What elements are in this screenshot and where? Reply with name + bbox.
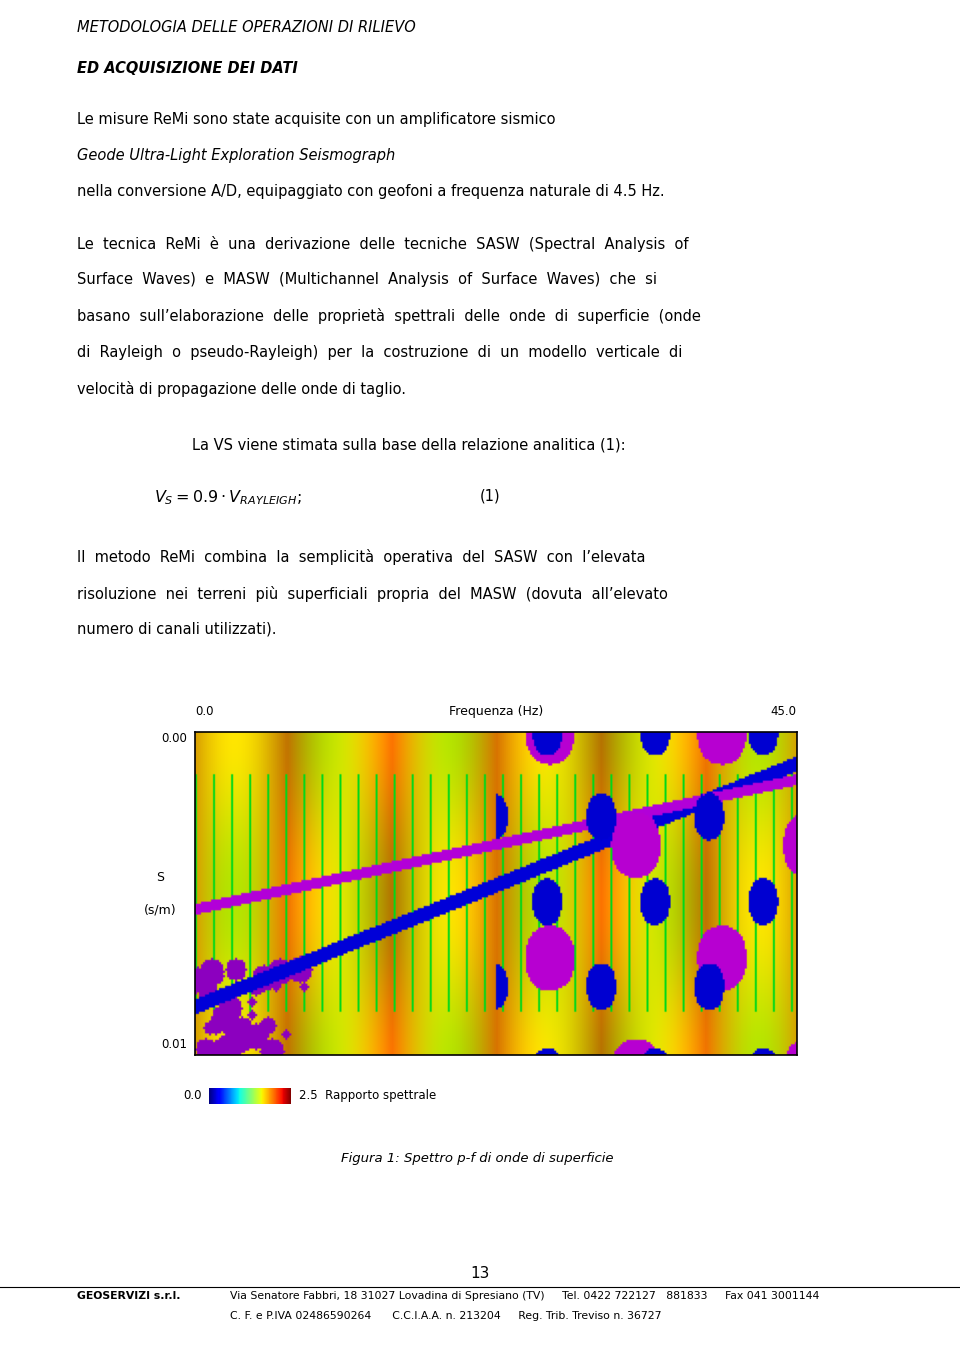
Text: nella conversione A/D, equipaggiato con geofoni a frequenza naturale di 4.5 Hz.: nella conversione A/D, equipaggiato con …	[77, 184, 664, 199]
Text: 45.0: 45.0	[771, 705, 797, 719]
Text: risoluzione  nei  terreni  più  superficiali  propria  del  MASW  (dovuta  all’e: risoluzione nei terreni più superficiali…	[77, 586, 667, 602]
Text: velocità di propagazione delle onde di taglio.: velocità di propagazione delle onde di t…	[77, 381, 406, 397]
Text: basano  sull’elaborazione  delle  proprietà  spettrali  delle  onde  di  superfi: basano sull’elaborazione delle proprietà…	[77, 308, 701, 324]
Text: Figura 1: Spettro p-f di onde di superficie: Figura 1: Spettro p-f di onde di superfi…	[342, 1152, 613, 1166]
Text: 13: 13	[470, 1265, 490, 1281]
Text: Le  tecnica  ReMi  è  una  derivazione  delle  tecniche  SASW  (Spectral  Analys: Le tecnica ReMi è una derivazione delle …	[77, 236, 688, 252]
Text: METODOLOGIA DELLE OPERAZIONI DI RILIEVO: METODOLOGIA DELLE OPERAZIONI DI RILIEVO	[77, 20, 416, 35]
Text: ED ACQUISIZIONE DEI DATI: ED ACQUISIZIONE DEI DATI	[77, 61, 298, 75]
Text: 2.5  Rapporto spettrale: 2.5 Rapporto spettrale	[299, 1089, 436, 1102]
Text: C. F. e P.IVA 02486590264      C.C.I.A.A. n. 213204     Reg. Trib. Treviso n. 36: C. F. e P.IVA 02486590264 C.C.I.A.A. n. …	[230, 1311, 661, 1320]
Text: GEOSERVIZI s.r.l.: GEOSERVIZI s.r.l.	[77, 1291, 180, 1300]
Text: di  Rayleigh  o  pseudo-Rayleigh)  per  la  costruzione  di  un  modello  vertic: di Rayleigh o pseudo-Rayleigh) per la co…	[77, 345, 683, 359]
Text: S: S	[156, 871, 164, 884]
Text: Frequenza (Hz): Frequenza (Hz)	[448, 705, 543, 719]
Text: 0.0: 0.0	[195, 705, 213, 719]
Text: 0.00: 0.00	[161, 732, 187, 746]
Text: Via Senatore Fabbri, 18 31027 Lovadina di Spresiano (TV)     Tel. 0422 722127   : Via Senatore Fabbri, 18 31027 Lovadina d…	[230, 1291, 820, 1300]
Text: La VS viene stimata sulla base della relazione analitica (1):: La VS viene stimata sulla base della rel…	[192, 437, 626, 452]
Text: (1): (1)	[480, 489, 500, 503]
Text: Surface  Waves)  e  MASW  (Multichannel  Analysis  of  Surface  Waves)  che  si: Surface Waves) e MASW (Multichannel Anal…	[77, 272, 657, 287]
Text: Geode Ultra-Light Exploration Seismograph: Geode Ultra-Light Exploration Seismograp…	[77, 148, 396, 163]
Text: Il  metodo  ReMi  combina  la  semplicità  operativa  del  SASW  con  l’elevata: Il metodo ReMi combina la semplicità ope…	[77, 549, 645, 565]
Text: numero di canali utilizzati).: numero di canali utilizzati).	[77, 622, 276, 637]
Text: 0.0: 0.0	[183, 1089, 202, 1102]
Text: $V_S = 0.9 \cdot V_{RAYLEIGH}$;: $V_S = 0.9 \cdot V_{RAYLEIGH}$;	[154, 489, 301, 507]
Text: (s/m): (s/m)	[144, 903, 177, 917]
Text: Le misure ReMi sono state acquisite con un amplificatore sismico: Le misure ReMi sono state acquisite con …	[77, 112, 560, 127]
Text: 0.01: 0.01	[161, 1038, 187, 1051]
